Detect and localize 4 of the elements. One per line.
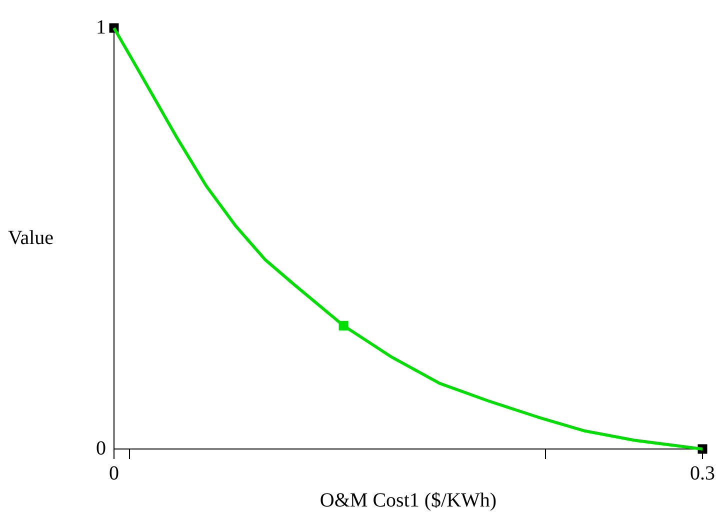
x-axis-title: O&M Cost1 ($/KWh) bbox=[320, 489, 497, 512]
y-axis-title: Value bbox=[8, 226, 54, 249]
y-tick-label: 1 bbox=[96, 16, 106, 38]
x-tick-label: 0.3 bbox=[690, 462, 715, 484]
